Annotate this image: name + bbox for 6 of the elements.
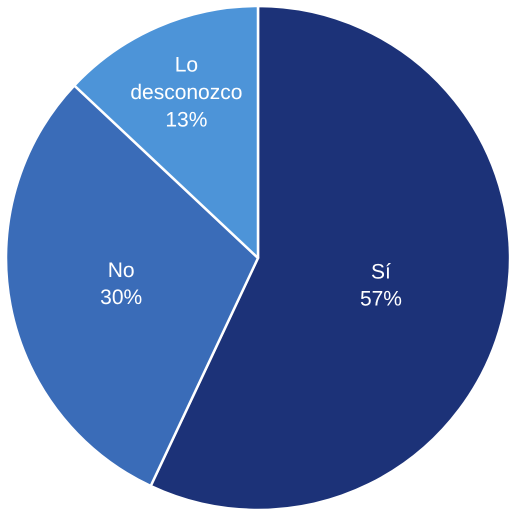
slice-label: No xyxy=(108,258,135,282)
data-label: 57% xyxy=(360,288,402,311)
slice-label: Sí xyxy=(371,260,392,284)
slice-label: Lo desconozco xyxy=(130,54,242,104)
data-label: 30% xyxy=(100,286,142,310)
data-label: 13% xyxy=(165,108,208,132)
